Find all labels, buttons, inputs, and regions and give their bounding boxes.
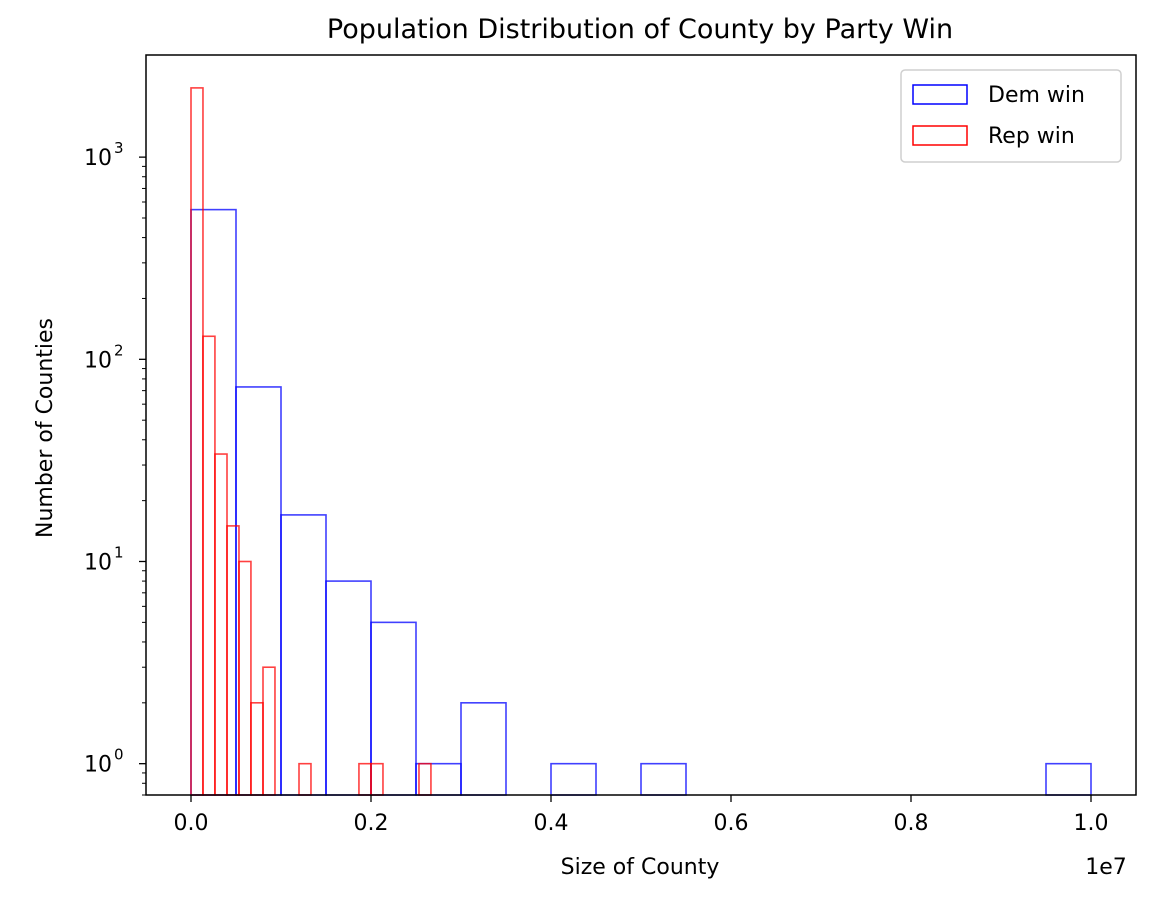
y-tick-exponent: 0 [114, 746, 124, 764]
y-axis-label: Number of Counties [33, 318, 58, 538]
bar-rep-0 [190, 87, 204, 796]
x-tick-label: 1.0 [1074, 811, 1109, 836]
x-tick-label: 0.4 [534, 811, 569, 836]
bar-dem-8 [550, 762, 597, 796]
bar-dem-10 [640, 762, 687, 796]
y-tick-exponent: 3 [114, 139, 124, 157]
bar-dem-5 [415, 762, 462, 796]
bar-rep-3 [226, 525, 240, 796]
bar-rep-19 [418, 762, 432, 796]
bar-dem-2 [280, 514, 327, 796]
bar-rep-14 [358, 762, 372, 796]
bar-dem-0 [190, 208, 237, 796]
legend-label-rep: Rep win [988, 124, 1075, 149]
x-tick-label: 0.2 [354, 811, 389, 836]
bar-dem-19 [1045, 762, 1092, 796]
bar-dem-6 [460, 702, 507, 796]
x-tick-label: 0.6 [714, 811, 749, 836]
y-tick-label: 10 [84, 348, 112, 373]
legend-box [900, 69, 1122, 163]
x-tick-label: 0.0 [174, 811, 209, 836]
bar-rep-2 [214, 453, 228, 796]
y-tick-label: 10 [84, 753, 112, 778]
y-tick-exponent: 2 [114, 341, 124, 359]
legend: Dem win Rep win [900, 69, 1122, 163]
bars-layer [190, 87, 1092, 796]
x-axis: 0.0 0.2 0.4 0.6 0.8 1.0 [174, 795, 1109, 836]
bar-rep-15 [370, 762, 384, 796]
bar-rep-4 [238, 560, 252, 796]
bar-rep-1 [202, 335, 216, 796]
x-tick-label: 0.8 [894, 811, 929, 836]
bar-rep-9 [298, 762, 312, 796]
legend-label-dem: Dem win [988, 83, 1085, 108]
chart-title: Population Distribution of County by Par… [327, 14, 953, 45]
bar-dem-4 [370, 621, 417, 796]
legend-swatch-rep [912, 125, 968, 146]
y-tick-label: 10 [84, 146, 112, 171]
x-axis-label: Size of County [561, 855, 720, 880]
y-tick-exponent: 1 [114, 543, 124, 561]
plot-area [145, 54, 1137, 796]
bar-rep-5 [250, 702, 264, 796]
bar-rep-6 [262, 666, 276, 796]
legend-swatch-dem [912, 84, 968, 105]
y-tick-label: 10 [84, 550, 112, 575]
x-axis-offset-text: 1e7 [1085, 855, 1127, 880]
